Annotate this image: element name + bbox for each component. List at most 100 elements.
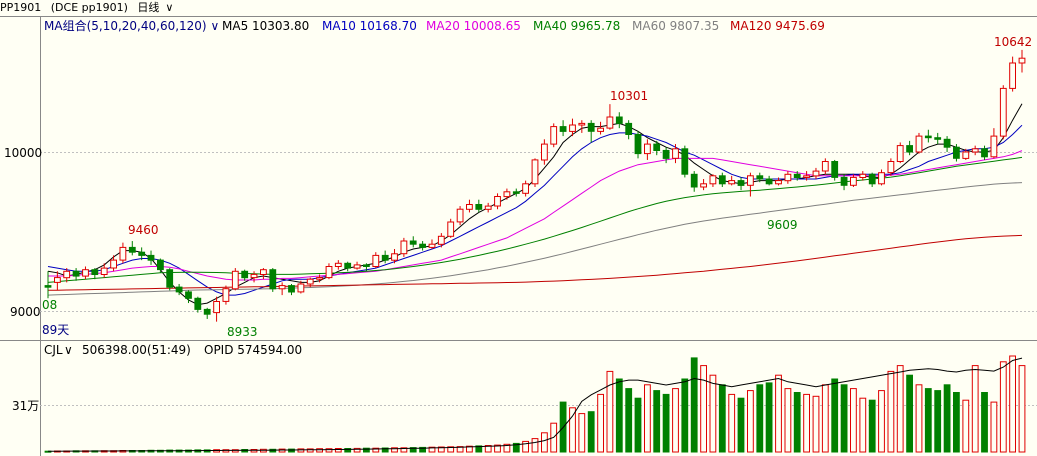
candle (737, 177, 745, 191)
candle-body (718, 175, 726, 185)
candle (372, 252, 380, 269)
volume-bar (756, 384, 764, 453)
volume-bar (896, 365, 904, 453)
candle (381, 250, 389, 264)
volume-bar (269, 448, 277, 453)
candle-body (700, 183, 708, 188)
candle (344, 261, 352, 272)
candle-body (325, 266, 333, 279)
volume-y-tick: 31万 (12, 399, 39, 413)
opid-value: OPID 574594.00 (204, 343, 302, 357)
volume-bar (1009, 355, 1017, 453)
volume-bar (859, 397, 867, 453)
volume-bar (765, 382, 773, 453)
candle-body (512, 191, 520, 194)
candle-body (1009, 62, 1017, 89)
candle (953, 144, 960, 162)
candle-body (962, 151, 970, 159)
candle (700, 179, 708, 191)
volume-bar (990, 401, 998, 453)
candle-body (437, 235, 445, 245)
candle (157, 258, 164, 273)
candle (812, 167, 820, 180)
volume-bar (297, 448, 305, 453)
candle-body (625, 122, 633, 136)
candle-body (147, 254, 155, 261)
volume-bar (381, 447, 389, 453)
chevron-down-icon: ∨ (165, 1, 174, 14)
volume-bar (644, 384, 651, 453)
candle-body (924, 135, 932, 139)
candle (494, 193, 501, 210)
candle (419, 241, 427, 251)
candle-body (953, 146, 960, 159)
candle-body (981, 148, 988, 158)
volume-bar (372, 447, 380, 453)
candle (522, 180, 530, 197)
candle (541, 139, 548, 165)
ma-lines (47, 103, 1023, 306)
ma60-legend: MA60 9807.35 (632, 19, 719, 33)
candle (784, 171, 792, 184)
candle (747, 172, 754, 197)
annotation-high-10301: 10301 (610, 89, 648, 103)
volume-bar (353, 447, 361, 453)
candle (924, 129, 932, 143)
candle-body (541, 143, 548, 161)
open-interest-line (48, 357, 1023, 452)
candle-body (166, 269, 174, 288)
candle-body (128, 246, 136, 253)
candle-body (54, 277, 61, 283)
candle-body (72, 270, 80, 277)
candle-body (644, 143, 651, 155)
candle-body (119, 246, 127, 261)
candle-body (747, 175, 754, 186)
volume-legend: CJL ∨ 506398.00(51:49) OPID 574594.00 (44, 343, 302, 357)
candle (185, 290, 192, 304)
volume-bar (915, 384, 923, 453)
candle-body (231, 270, 239, 290)
candle (203, 307, 211, 319)
candle-body (559, 126, 567, 132)
candle-body (662, 149, 670, 159)
candle (260, 268, 267, 280)
volume-bar (981, 392, 988, 453)
volume-bar (419, 446, 427, 453)
ma40-legend: MA40 9965.78 (533, 19, 620, 33)
candle (793, 171, 801, 181)
candle-body (213, 301, 220, 314)
candle (72, 268, 80, 281)
volume-bar (484, 445, 492, 453)
candle-body (82, 269, 89, 277)
candle (447, 218, 455, 238)
candle-body (409, 240, 417, 245)
ma-legend-selector[interactable]: MA组合(5,10,20,40,60,120) ∨ (44, 18, 219, 33)
candle (54, 271, 61, 291)
candle-body (653, 143, 661, 152)
candle-body (353, 264, 361, 269)
candle (803, 171, 811, 181)
candle-body (597, 127, 605, 132)
candle-body (672, 148, 679, 159)
candle-body (466, 204, 473, 210)
candle (428, 239, 436, 249)
candle (475, 199, 483, 213)
volume-bar (363, 447, 370, 453)
period-selector[interactable]: 日线 ∨ (137, 1, 179, 14)
volume-bar (934, 390, 942, 453)
candle-body (934, 137, 942, 140)
candle (1018, 49, 1026, 73)
candle (63, 268, 71, 283)
days-count-label: 89天 (42, 323, 69, 337)
candle (409, 236, 417, 248)
volume-bar (831, 378, 839, 453)
ma120-legend: MA120 9475.69 (730, 19, 825, 33)
volume-bar (288, 448, 295, 453)
volume-bar (494, 444, 501, 453)
candle (400, 237, 408, 257)
candle-body (222, 288, 230, 302)
candle (288, 283, 295, 296)
candle (128, 241, 136, 256)
